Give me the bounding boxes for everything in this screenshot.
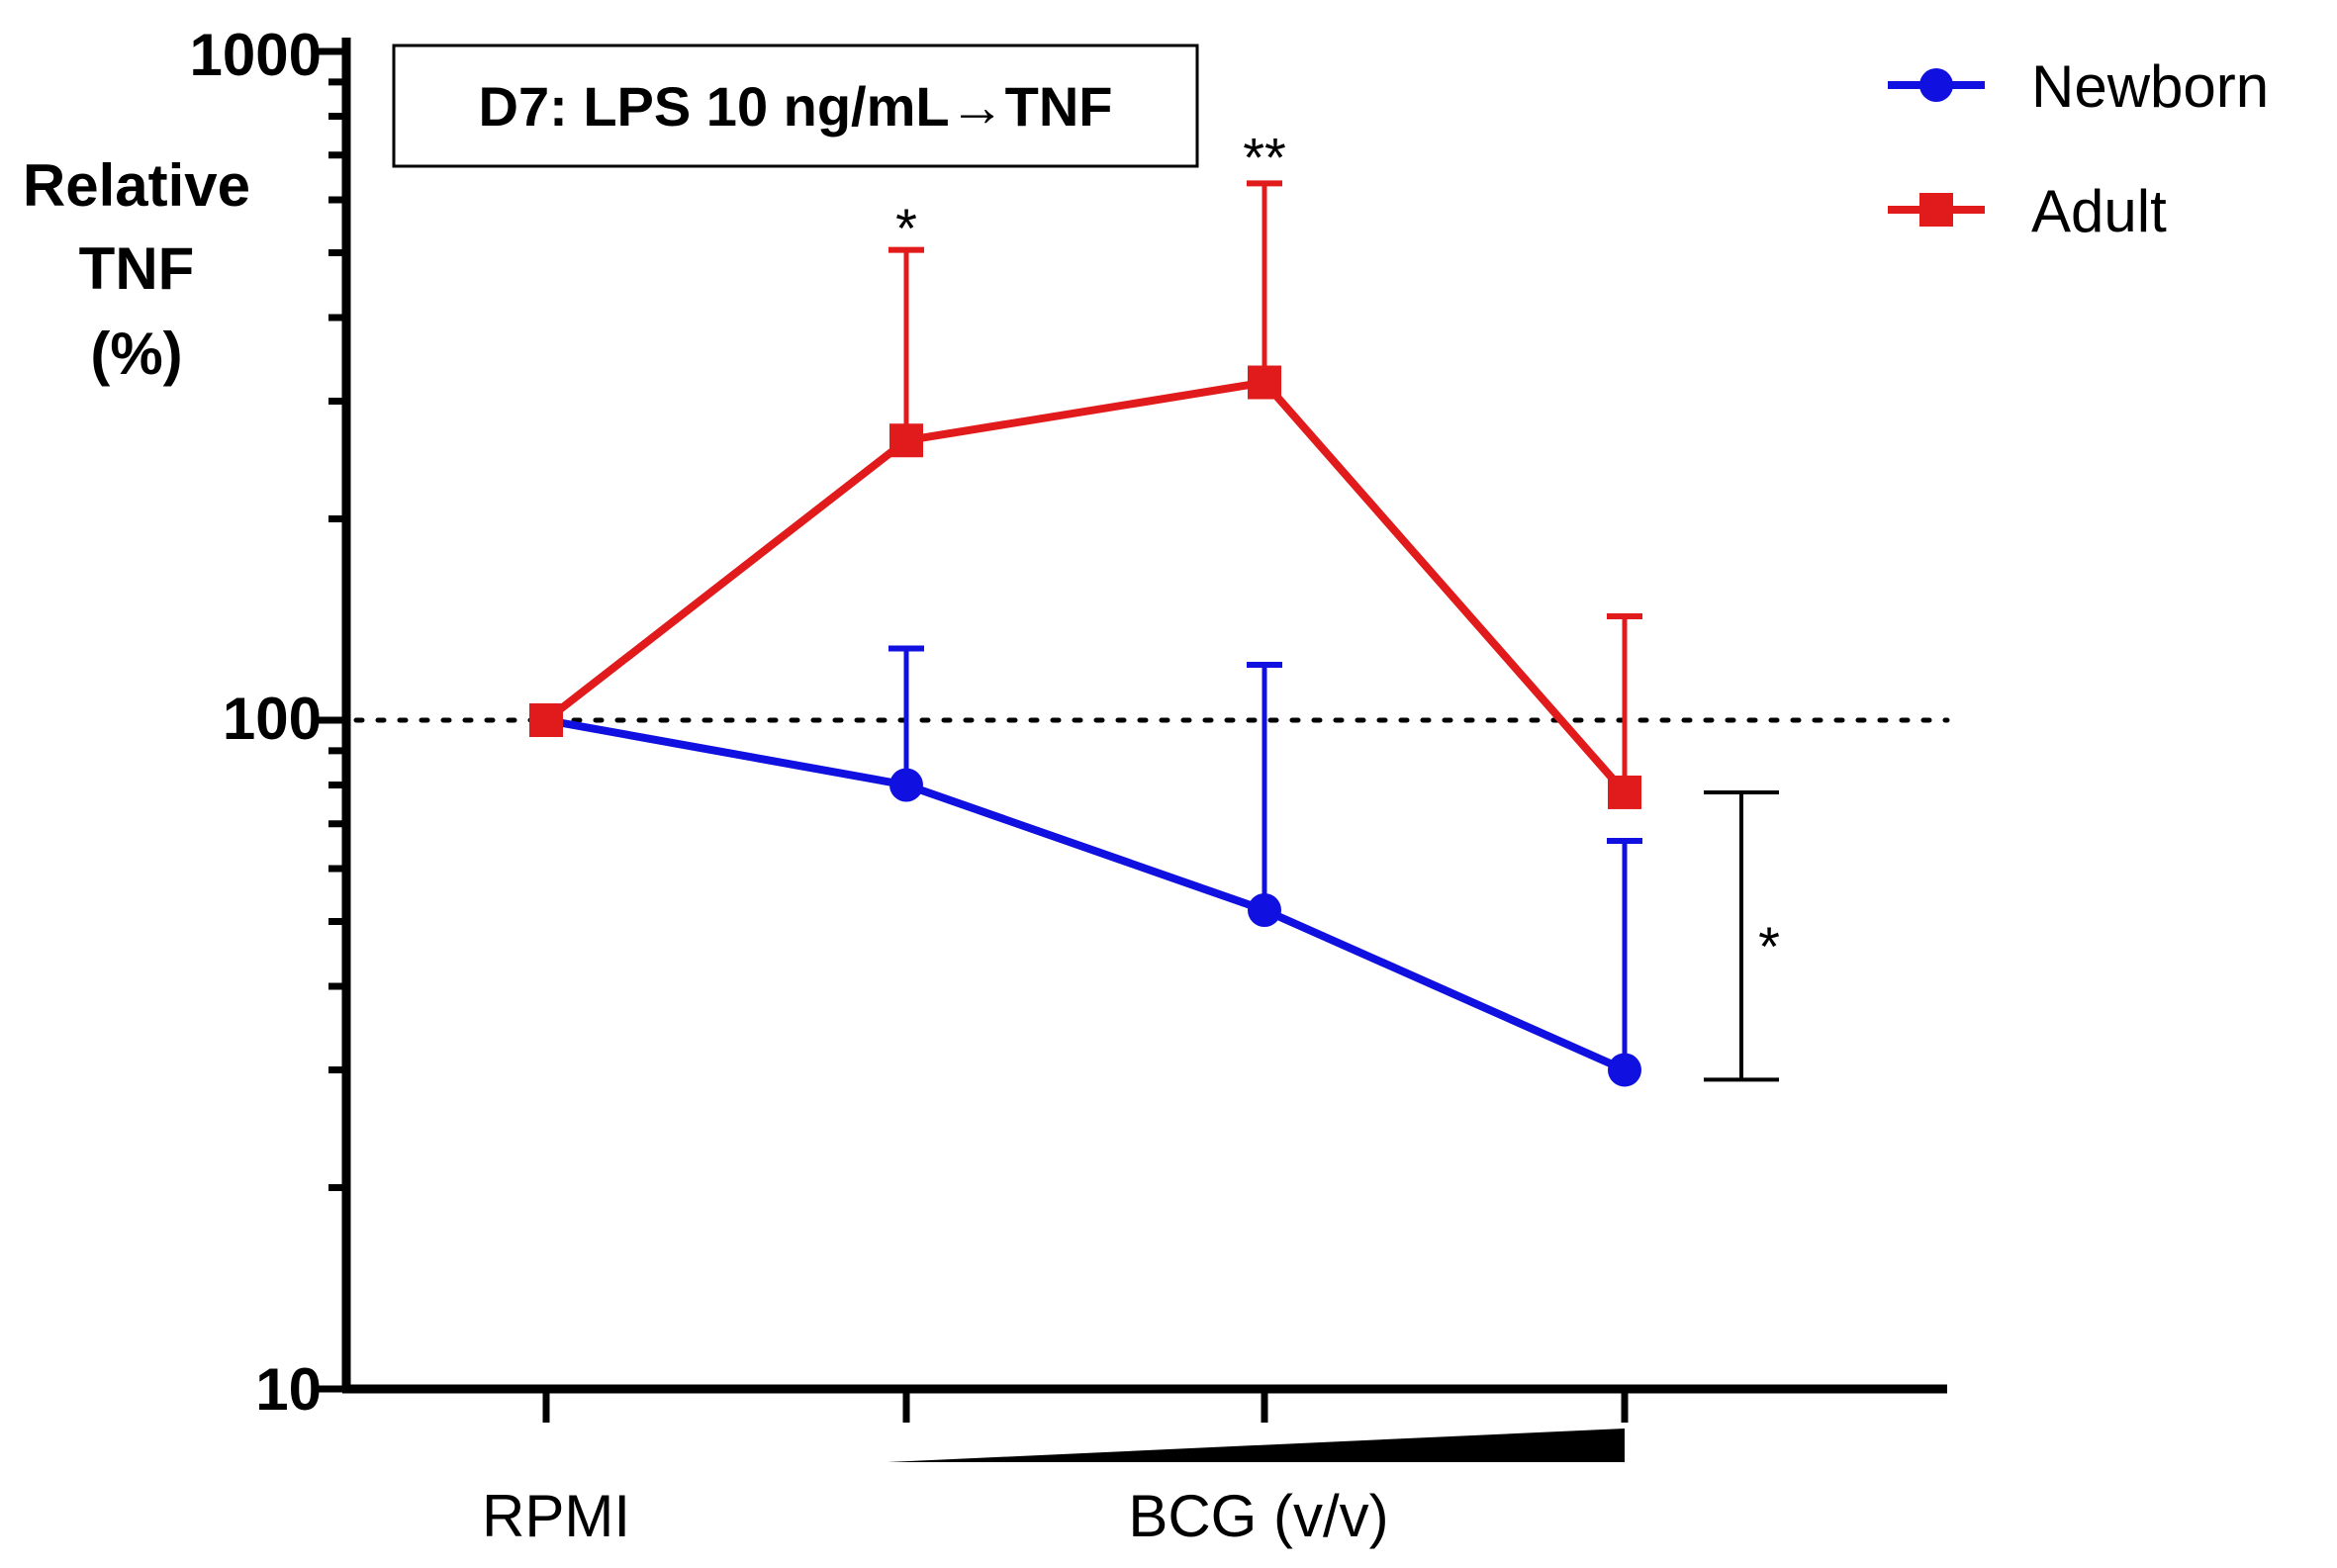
- legend-adult-marker: [1919, 193, 1953, 227]
- x-ticks: [542, 1389, 1629, 1423]
- adult-point-1: [889, 423, 923, 458]
- chart-title: D7: LPS 10 ng/mL→TNF: [479, 75, 1113, 138]
- y-axis-label-line-2: TNF: [79, 235, 195, 302]
- significance-annotation-2: **: [1243, 126, 1286, 188]
- y-tick-label-1000: 1000: [190, 22, 322, 88]
- newborn-point-3: [1608, 1053, 1641, 1087]
- newborn-series-line: [545, 716, 1627, 1074]
- adult-series-line: [543, 378, 1629, 795]
- y-axis-label-line-3: (%): [90, 321, 182, 387]
- y-tick-label-100: 100: [223, 686, 322, 752]
- y-tick-label-10: 10: [255, 1356, 322, 1423]
- newborn-point-2: [1248, 892, 1281, 927]
- legend-newborn-marker: [1919, 68, 1953, 102]
- adult-point-2: [1248, 365, 1281, 400]
- legend-newborn-label: Newborn: [2031, 53, 2269, 120]
- adult-point-0: [529, 703, 563, 737]
- comparison-bracket: [1704, 789, 1779, 1082]
- legend: Newborn Adult: [1888, 53, 2269, 244]
- legend-adult-label: Adult: [2031, 178, 2167, 244]
- y-axis-label-line-1: Relative: [23, 152, 250, 219]
- title-box: [392, 44, 1199, 168]
- significance-annotation-1: *: [895, 197, 917, 259]
- bracket-significance-label: *: [1758, 915, 1780, 977]
- bcg-gradient-wedge: [888, 1429, 1625, 1462]
- newborn-point-1: [889, 768, 923, 802]
- y-ticks: [315, 47, 346, 1393]
- series-layer: [529, 180, 1642, 1087]
- adult-point-3: [1608, 775, 1641, 809]
- x-axis-label: BCG (v/v): [1128, 1483, 1388, 1549]
- x-tick-label-rpmi: RPMI: [482, 1483, 630, 1549]
